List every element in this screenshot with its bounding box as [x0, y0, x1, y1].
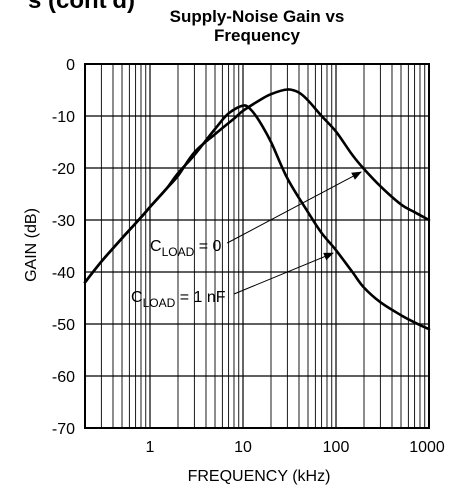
annotation-arrow-0: [226, 171, 362, 244]
y-axis-label: GAIN (dB): [23, 208, 40, 282]
y-tick-label: -40: [52, 265, 75, 282]
chart-title-line-1: Supply-Noise Gain vs: [170, 7, 345, 26]
y-tick-label: -30: [52, 213, 75, 230]
y-tick-label: 0: [66, 57, 75, 74]
chart-title-line-2: Frequency: [214, 26, 301, 45]
annotations: CLOAD = 0 CLOAD = 1 nF: [131, 171, 362, 310]
x-tick-labels: 1 10 100 1000: [146, 439, 445, 456]
minor-gridlines: [100, 64, 426, 428]
x-tick-label: 10: [234, 439, 252, 456]
plot-frame: [84, 63, 430, 429]
y-tick-labels: 0 -10 -20 -30 -40 -50 -60 -70: [52, 57, 75, 438]
x-tick-label: 100: [323, 439, 350, 456]
annotation-label-0: CLOAD = 0: [150, 238, 221, 259]
y-tick-label: -10: [52, 109, 75, 126]
section-header-fragment: s (cont'd): [28, 0, 135, 14]
annotation-arrow-1: [233, 252, 334, 295]
series-line-cload-1nf: [83, 104, 431, 331]
y-tick-label: -50: [52, 317, 75, 334]
x-tick-label: 1000: [409, 439, 445, 456]
y-tick-label: -60: [52, 369, 75, 386]
x-axis-label: FREQUENCY (kHz): [188, 468, 331, 485]
annotation-label-1: CLOAD = 1 nF: [131, 289, 226, 310]
x-tick-label: 1: [146, 439, 155, 456]
y-tick-label: -70: [52, 421, 75, 438]
series-lines: [83, 88, 431, 331]
y-tick-label: -20: [52, 161, 75, 178]
